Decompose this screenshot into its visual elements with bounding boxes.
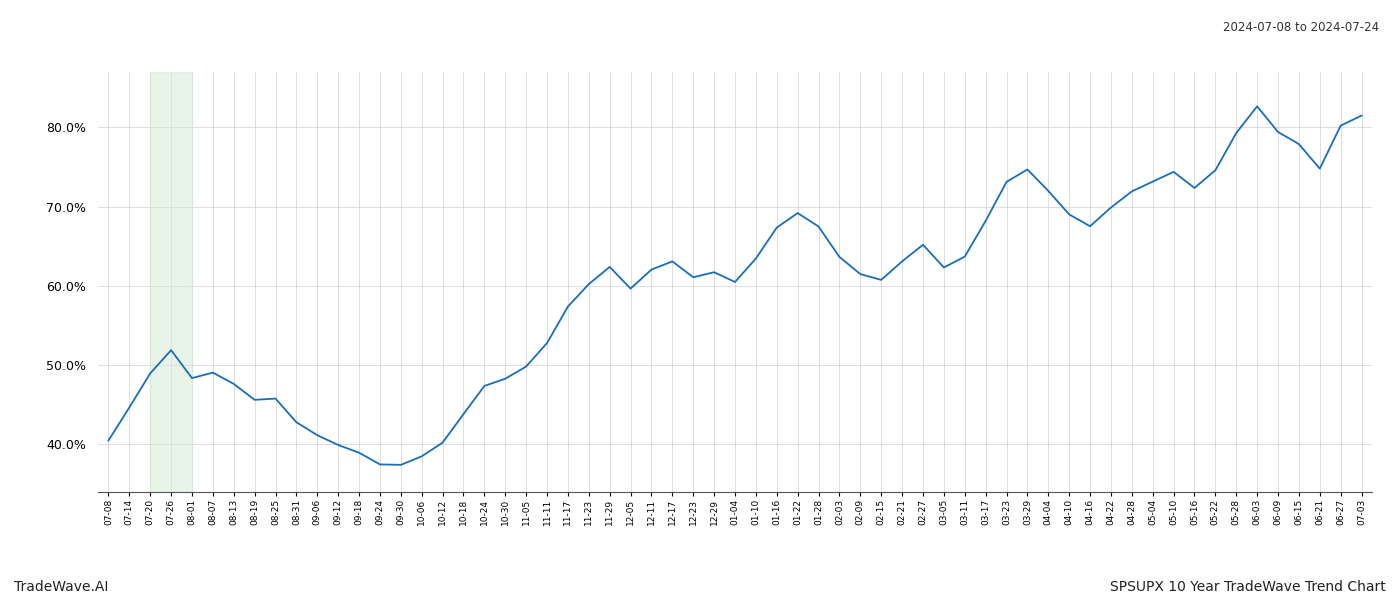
Text: 2024-07-08 to 2024-07-24: 2024-07-08 to 2024-07-24 (1222, 21, 1379, 34)
Bar (150, 72, 192, 492)
Text: SPSUPX 10 Year TradeWave Trend Chart: SPSUPX 10 Year TradeWave Trend Chart (1110, 580, 1386, 594)
Text: TradeWave.AI: TradeWave.AI (14, 580, 108, 594)
